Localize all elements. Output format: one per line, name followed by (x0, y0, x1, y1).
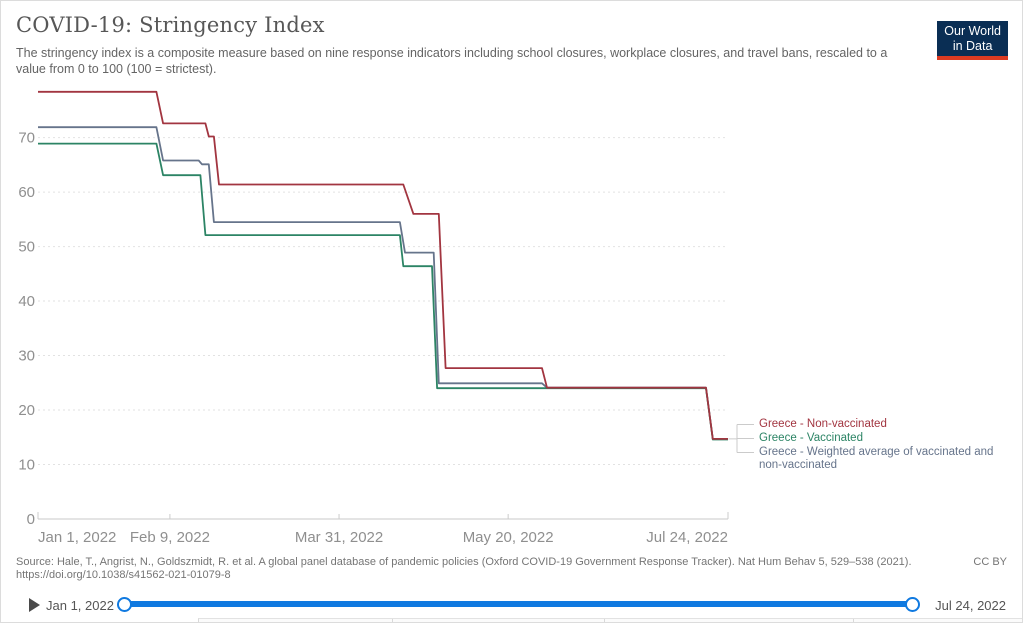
y-tick-label-30: 30 (18, 348, 35, 365)
source-line-1: Source: Hale, T., Angrist, N., Goldszmid… (16, 556, 912, 568)
legend-item-non-vaccinated[interactable]: Greece - Non-vaccinated (759, 418, 887, 431)
timeline-end-date[interactable]: Jul 24, 2022 (935, 598, 1006, 613)
timeline-slider-track[interactable] (124, 601, 914, 607)
chart-subtitle-line-1: The stringency index is a composite meas… (16, 46, 888, 60)
y-tick-label-70: 70 (18, 130, 35, 147)
x-tick-label-1: Feb 9, 2022 (130, 529, 210, 546)
owid-logo-line-2: in Data (952, 39, 993, 53)
legend-label-text: Greece - Weighted average of vaccinated … (759, 446, 994, 458)
y-tick-label-20: 20 (18, 402, 35, 419)
license-link[interactable]: CC BY (973, 556, 1007, 568)
owid-logo-line-1: Our World (944, 24, 1001, 38)
chart-subtitle-line-2: value from 0 to 100 (100 = strictest). (16, 62, 217, 76)
legend-item-weighted-average[interactable]: Greece - Weighted average of vaccinated … (759, 446, 993, 471)
table-column-divider (604, 619, 605, 622)
x-tick-label-4: Jul 24, 2022 (646, 529, 728, 546)
owid-logo[interactable]: Our World in Data (937, 21, 1008, 60)
timeline-handle-end[interactable] (905, 597, 920, 612)
timeline-start-date[interactable]: Jan 1, 2022 (46, 598, 114, 613)
legend-item-vaccinated[interactable]: Greece - Vaccinated (759, 432, 863, 445)
table-column-divider (392, 619, 393, 622)
x-tick-label-3: May 20, 2022 (463, 529, 554, 546)
y-tick-label-40: 40 (18, 293, 35, 310)
timeline-handle-start[interactable] (117, 597, 132, 612)
play-button[interactable] (29, 598, 40, 612)
y-tick-label-0: 0 (27, 511, 35, 528)
page-title: COVID-19: Stringency Index (16, 13, 325, 37)
series-line-greece-non-vaccinated[interactable] (38, 90, 728, 440)
legend-label-text: Greece - Non-vaccinated (759, 418, 887, 430)
table-column-divider (853, 619, 854, 622)
y-tick-label-10: 10 (18, 457, 35, 474)
y-tick-label-60: 60 (18, 184, 35, 201)
entity-table-edge (198, 618, 1022, 622)
series-line-greece-vaccinated[interactable] (38, 142, 728, 441)
series-line-greece-weighted-average-of-vaccinated-and-non-vaccinated[interactable] (38, 126, 728, 440)
legend-connector (728, 424, 754, 453)
source-line-2: https://doi.org/10.1038/s41562-021-01079… (16, 569, 231, 581)
source-citation: Source: Hale, T., Angrist, N., Goldszmid… (16, 556, 912, 582)
chart-subtitle: The stringency index is a composite meas… (16, 45, 887, 77)
x-tick-label-0: Jan 1, 2022 (38, 529, 116, 546)
legend-label-text: non-vaccinated (759, 458, 837, 471)
legend-label-text: Greece - Vaccinated (759, 432, 863, 444)
x-tick-label-2: Mar 31, 2022 (295, 529, 383, 546)
y-tick-label-50: 50 (18, 239, 35, 256)
